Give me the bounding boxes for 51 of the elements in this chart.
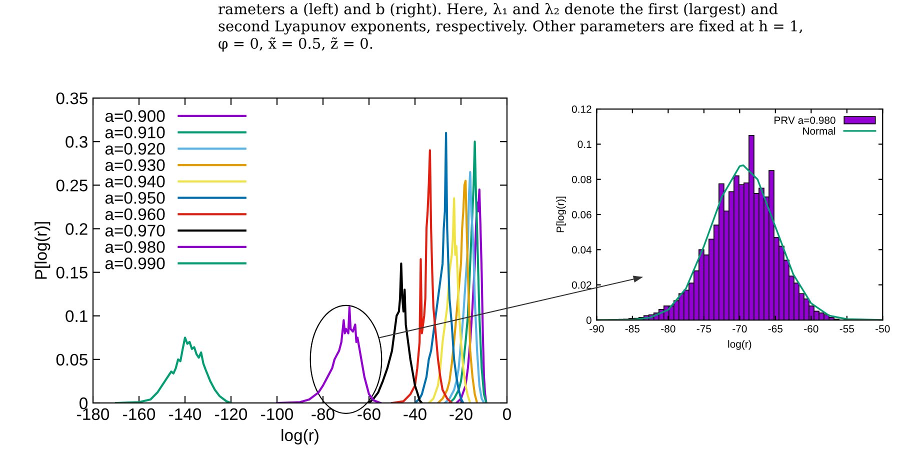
x-tick-label: -55 — [840, 325, 854, 333]
legend-label: a=0.920 — [105, 142, 165, 155]
y-tick-label: 0.1 — [578, 140, 592, 148]
x-tick-label: -20 — [450, 408, 472, 420]
legend-label: PRV a=0.980 — [774, 116, 836, 124]
x-tick-label: -75 — [696, 325, 712, 333]
y-tick-label: 0 — [80, 397, 88, 410]
legend-label: a=0.910 — [105, 126, 165, 138]
legend-label: a=0.940 — [105, 176, 165, 188]
x-tick-label: -180 — [77, 408, 110, 420]
y-tick-label: 0 — [586, 316, 592, 324]
x-tick-label: -80 — [661, 325, 676, 333]
y-tick-label: 0.04 — [572, 246, 592, 254]
x-tick-label: -60 — [804, 325, 818, 333]
x-tick-label: -80 — [312, 408, 334, 420]
y-tick-label: 0.2 — [66, 223, 88, 235]
y-tick-label: 0.06 — [572, 211, 592, 218]
y-tick-label: 0.12 — [572, 106, 592, 113]
x-tick-label: 0 — [503, 408, 511, 420]
legend-label: a=0.900 — [105, 110, 165, 122]
y-tick-label: 0.35 — [56, 92, 88, 104]
y-tick-label: 0.02 — [572, 281, 592, 289]
x-tick-label: -40 — [404, 408, 426, 420]
x-tick-label: -60 — [358, 408, 380, 420]
y-tick-label: 0.1 — [66, 310, 88, 322]
x-tick-label: -120 — [215, 408, 248, 420]
x-tick-label: -70 — [732, 325, 747, 333]
text: rameters a (left) and b (right). Here, λ₁ and λ₂ denote the first (largest) and second Lyapunov exponents, respectively. Other parameters are fixed at h = 1, φ = 0, x̃ = 0.5, z̃ = 0. — [218, 3, 802, 52]
legend-label: a=0.990 — [105, 257, 165, 270]
x-tick-label: -50 — [876, 325, 890, 333]
y-tick-label: 0.25 — [56, 180, 88, 192]
legend-label: a=0.950 — [105, 192, 165, 204]
legend-label: a=0.930 — [105, 159, 165, 172]
y-axis-title: P[log(r)] — [556, 196, 566, 232]
legend-label: a=0.960 — [105, 208, 165, 220]
legend-label: Normal — [803, 127, 836, 135]
y-tick-label: 0.3 — [66, 136, 88, 148]
y-tick-label: 0.08 — [572, 176, 592, 184]
y-axis-title: P[log(r)] — [34, 222, 50, 279]
x-tick-label: -140 — [169, 408, 202, 420]
x-tick-label: -160 — [123, 408, 156, 420]
x-tick-label: -90 — [590, 325, 604, 333]
legend-label: a=0.970 — [105, 224, 165, 237]
x-tick-label: -85 — [625, 325, 640, 333]
x-tick-label: -100 — [261, 408, 294, 420]
y-tick-label: 0.05 — [56, 354, 88, 366]
x-axis-title: log(r) — [728, 340, 752, 350]
y-tick-label: 0.15 — [56, 266, 88, 278]
x-axis-title: log(r) — [282, 428, 318, 444]
legend-label: a=0.980 — [105, 241, 165, 253]
x-tick-label: -65 — [768, 325, 783, 333]
